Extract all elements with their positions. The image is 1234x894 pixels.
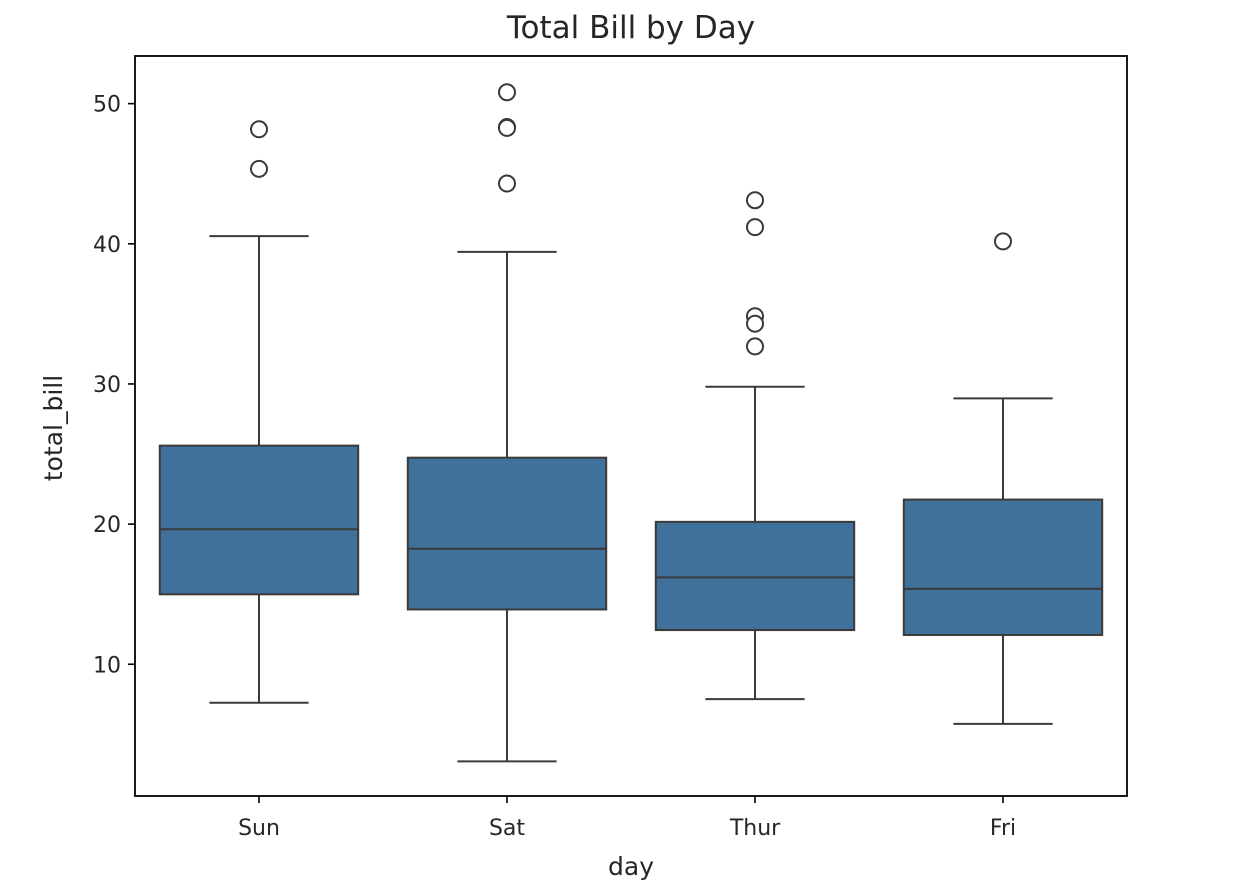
outlier-point xyxy=(994,232,1012,251)
x-tick-label: Thur xyxy=(729,816,781,841)
y-tick-label: 40 xyxy=(93,233,121,258)
box-iqr xyxy=(902,498,1104,636)
x-tick-label: Sat xyxy=(489,816,525,841)
x-tick-label: Fri xyxy=(990,816,1016,841)
outlier-point xyxy=(498,174,516,193)
y-axis-label: total_bill xyxy=(39,375,68,481)
outlier-point xyxy=(746,314,764,333)
outlier-point xyxy=(498,83,516,102)
box-group-thur xyxy=(654,191,856,701)
box-group-sun xyxy=(158,120,360,704)
x-axis-label: day xyxy=(608,852,654,881)
plot-frame xyxy=(134,55,1128,797)
outlier-point xyxy=(746,337,764,356)
outlier-point xyxy=(250,159,268,178)
outlier-point xyxy=(746,191,764,210)
plot-area xyxy=(158,83,1104,763)
chart-title: Total Bill by Day xyxy=(506,10,755,46)
box-iqr xyxy=(158,444,360,596)
y-tick-label: 50 xyxy=(93,93,121,118)
box-iqr xyxy=(406,456,608,611)
y-tick-label: 10 xyxy=(93,653,121,678)
y-tick-label: 20 xyxy=(93,513,121,538)
outlier-point xyxy=(746,218,764,237)
y-tick-label: 30 xyxy=(93,373,121,398)
axes: Sun Sat Thur Fri 10 20 30 40 50 xyxy=(93,93,1016,841)
outlier-point xyxy=(498,118,516,137)
box-group-fri xyxy=(902,232,1104,725)
box-group-sat xyxy=(406,83,608,763)
outlier-point xyxy=(250,120,268,139)
box-iqr xyxy=(654,520,856,632)
x-tick-label: Sun xyxy=(238,816,280,841)
